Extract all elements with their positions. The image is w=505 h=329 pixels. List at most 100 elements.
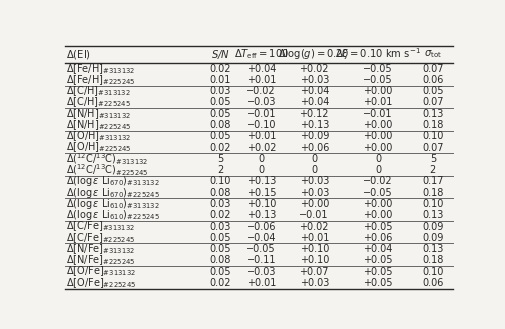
Text: −0.05: −0.05	[363, 75, 392, 85]
Text: 0.03: 0.03	[209, 221, 230, 232]
Text: $S$/$N$: $S$/$N$	[210, 48, 229, 61]
Text: 0.03: 0.03	[209, 199, 230, 209]
Text: −0.05: −0.05	[363, 64, 392, 74]
Text: −0.06: −0.06	[246, 221, 276, 232]
Text: +0.00: +0.00	[363, 120, 392, 130]
Text: +0.01: +0.01	[299, 233, 328, 243]
Text: $\Delta$($\log\varepsilon$ Li$_{610}$)$_{\mathregular{\#313132}}$: $\Delta$($\log\varepsilon$ Li$_{610}$)$_…	[66, 197, 160, 211]
Text: +0.05: +0.05	[363, 266, 392, 277]
Text: 0.05: 0.05	[209, 266, 230, 277]
Text: +0.00: +0.00	[363, 199, 392, 209]
Text: +0.02: +0.02	[246, 142, 276, 153]
Text: 0.10: 0.10	[209, 176, 230, 187]
Text: +0.01: +0.01	[246, 131, 275, 141]
Text: 0.03: 0.03	[209, 86, 230, 96]
Text: $\Delta$[N/H]$_{\mathregular{\#313132}}$: $\Delta$[N/H]$_{\mathregular{\#313132}}$	[66, 107, 131, 121]
Text: −0.02: −0.02	[246, 86, 276, 96]
Text: 0.18: 0.18	[421, 255, 443, 265]
Text: 0.07: 0.07	[421, 64, 443, 74]
Text: $\Delta$[C/H]$_{\mathregular{\#225245}}$: $\Delta$[C/H]$_{\mathregular{\#225245}}$	[66, 96, 131, 110]
Text: $\Delta$[Fe/H]$_{\mathregular{\#225245}}$: $\Delta$[Fe/H]$_{\mathregular{\#225245}}…	[66, 73, 135, 87]
Text: $\Delta$[O/Fe]$_{\mathregular{\#225245}}$: $\Delta$[O/Fe]$_{\mathregular{\#225245}}…	[66, 276, 136, 290]
Text: +0.01: +0.01	[246, 278, 275, 288]
Text: +0.10: +0.10	[299, 244, 328, 254]
Text: 0.01: 0.01	[209, 75, 230, 85]
Text: 0.10: 0.10	[421, 131, 443, 141]
Text: $\Delta$[O/Fe]$_{\mathregular{\#313132}}$: $\Delta$[O/Fe]$_{\mathregular{\#313132}}…	[66, 265, 136, 279]
Text: +0.00: +0.00	[299, 199, 328, 209]
Text: 0.05: 0.05	[209, 131, 230, 141]
Text: 0.06: 0.06	[421, 75, 443, 85]
Text: 2: 2	[217, 165, 223, 175]
Text: 0.06: 0.06	[421, 278, 443, 288]
Text: 0.13: 0.13	[421, 109, 443, 119]
Text: −0.01: −0.01	[363, 109, 392, 119]
Text: $\Delta$($\log\varepsilon$ Li$_{670}$)$_{\mathregular{\#225245}}$: $\Delta$($\log\varepsilon$ Li$_{670}$)$_…	[66, 186, 160, 200]
Text: +0.01: +0.01	[246, 75, 275, 85]
Text: $\Delta$[C/Fe]$_{\mathregular{\#225245}}$: $\Delta$[C/Fe]$_{\mathregular{\#225245}}…	[66, 231, 135, 245]
Text: +0.04: +0.04	[299, 86, 328, 96]
Text: +0.03: +0.03	[299, 75, 328, 85]
Text: +0.10: +0.10	[299, 255, 328, 265]
Text: $\Delta$[O/H]$_{\mathregular{\#313132}}$: $\Delta$[O/H]$_{\mathregular{\#313132}}$	[66, 129, 131, 143]
Text: +0.13: +0.13	[299, 120, 328, 130]
Text: 0.18: 0.18	[421, 188, 443, 198]
Text: +0.07: +0.07	[299, 266, 328, 277]
Text: −0.05: −0.05	[363, 188, 392, 198]
Text: 0.08: 0.08	[209, 255, 230, 265]
Text: −0.11: −0.11	[246, 255, 276, 265]
Text: −0.10: −0.10	[246, 120, 276, 130]
Text: 0.13: 0.13	[421, 210, 443, 220]
Text: $\Delta$[N/H]$_{\mathregular{\#225245}}$: $\Delta$[N/H]$_{\mathregular{\#225245}}$	[66, 118, 131, 132]
Text: $\Delta T_{\rm eff}=100$: $\Delta T_{\rm eff}=100$	[233, 47, 288, 61]
Text: 0.07: 0.07	[421, 142, 443, 153]
Text: +0.10: +0.10	[246, 199, 275, 209]
Text: 0.18: 0.18	[421, 120, 443, 130]
Text: +0.00: +0.00	[363, 131, 392, 141]
Text: +0.05: +0.05	[363, 255, 392, 265]
Text: 0.02: 0.02	[209, 142, 230, 153]
Text: 0.07: 0.07	[421, 97, 443, 108]
Text: 0.13: 0.13	[421, 244, 443, 254]
Text: +0.04: +0.04	[363, 244, 392, 254]
Text: 0.10: 0.10	[421, 199, 443, 209]
Text: −0.01: −0.01	[246, 109, 276, 119]
Text: +0.00: +0.00	[363, 210, 392, 220]
Text: 0.10: 0.10	[421, 266, 443, 277]
Text: −0.02: −0.02	[363, 176, 392, 187]
Text: −0.04: −0.04	[246, 233, 276, 243]
Text: 0: 0	[258, 165, 264, 175]
Text: +0.13: +0.13	[246, 176, 275, 187]
Text: $\Delta$[N/Fe]$_{\mathregular{\#225245}}$: $\Delta$[N/Fe]$_{\mathregular{\#225245}}…	[66, 253, 135, 267]
Text: +0.06: +0.06	[363, 233, 392, 243]
Text: $\Delta$[C/Fe]$_{\mathregular{\#313132}}$: $\Delta$[C/Fe]$_{\mathregular{\#313132}}…	[66, 219, 135, 233]
Text: +0.01: +0.01	[363, 97, 392, 108]
Text: $\Delta$($\log\varepsilon$ Li$_{670}$)$_{\mathregular{\#313132}}$: $\Delta$($\log\varepsilon$ Li$_{670}$)$_…	[66, 174, 160, 189]
Text: 0.08: 0.08	[209, 120, 230, 130]
Text: +0.12: +0.12	[299, 109, 328, 119]
Text: $\Delta$(El): $\Delta$(El)	[66, 48, 91, 61]
Text: +0.04: +0.04	[299, 97, 328, 108]
Text: +0.04: +0.04	[246, 64, 275, 74]
Text: 0.05: 0.05	[209, 244, 230, 254]
Text: 0.05: 0.05	[421, 86, 443, 96]
Text: +0.00: +0.00	[363, 86, 392, 96]
Text: 0.09: 0.09	[421, 221, 443, 232]
Text: 0.09: 0.09	[421, 233, 443, 243]
Text: +0.03: +0.03	[299, 278, 328, 288]
Text: +0.09: +0.09	[299, 131, 328, 141]
Text: −0.05: −0.05	[246, 244, 276, 254]
Text: +0.13: +0.13	[246, 210, 275, 220]
Text: +0.05: +0.05	[363, 278, 392, 288]
Text: +0.03: +0.03	[299, 176, 328, 187]
Text: 0: 0	[374, 165, 380, 175]
Text: 0.05: 0.05	[209, 233, 230, 243]
Text: 0.05: 0.05	[209, 97, 230, 108]
Text: 0.17: 0.17	[421, 176, 443, 187]
Text: $\sigma_{\rm tot}$: $\sigma_{\rm tot}$	[423, 48, 441, 60]
Text: $\Delta$[N/Fe]$_{\mathregular{\#313132}}$: $\Delta$[N/Fe]$_{\mathregular{\#313132}}…	[66, 242, 135, 256]
Text: +0.00: +0.00	[363, 142, 392, 153]
Text: $\Delta(^{12}$C/$^{13}$C)$_{\mathregular{\#225245}}$: $\Delta(^{12}$C/$^{13}$C)$_{\mathregular…	[66, 163, 148, 178]
Text: −0.03: −0.03	[246, 97, 276, 108]
Text: 0.08: 0.08	[209, 188, 230, 198]
